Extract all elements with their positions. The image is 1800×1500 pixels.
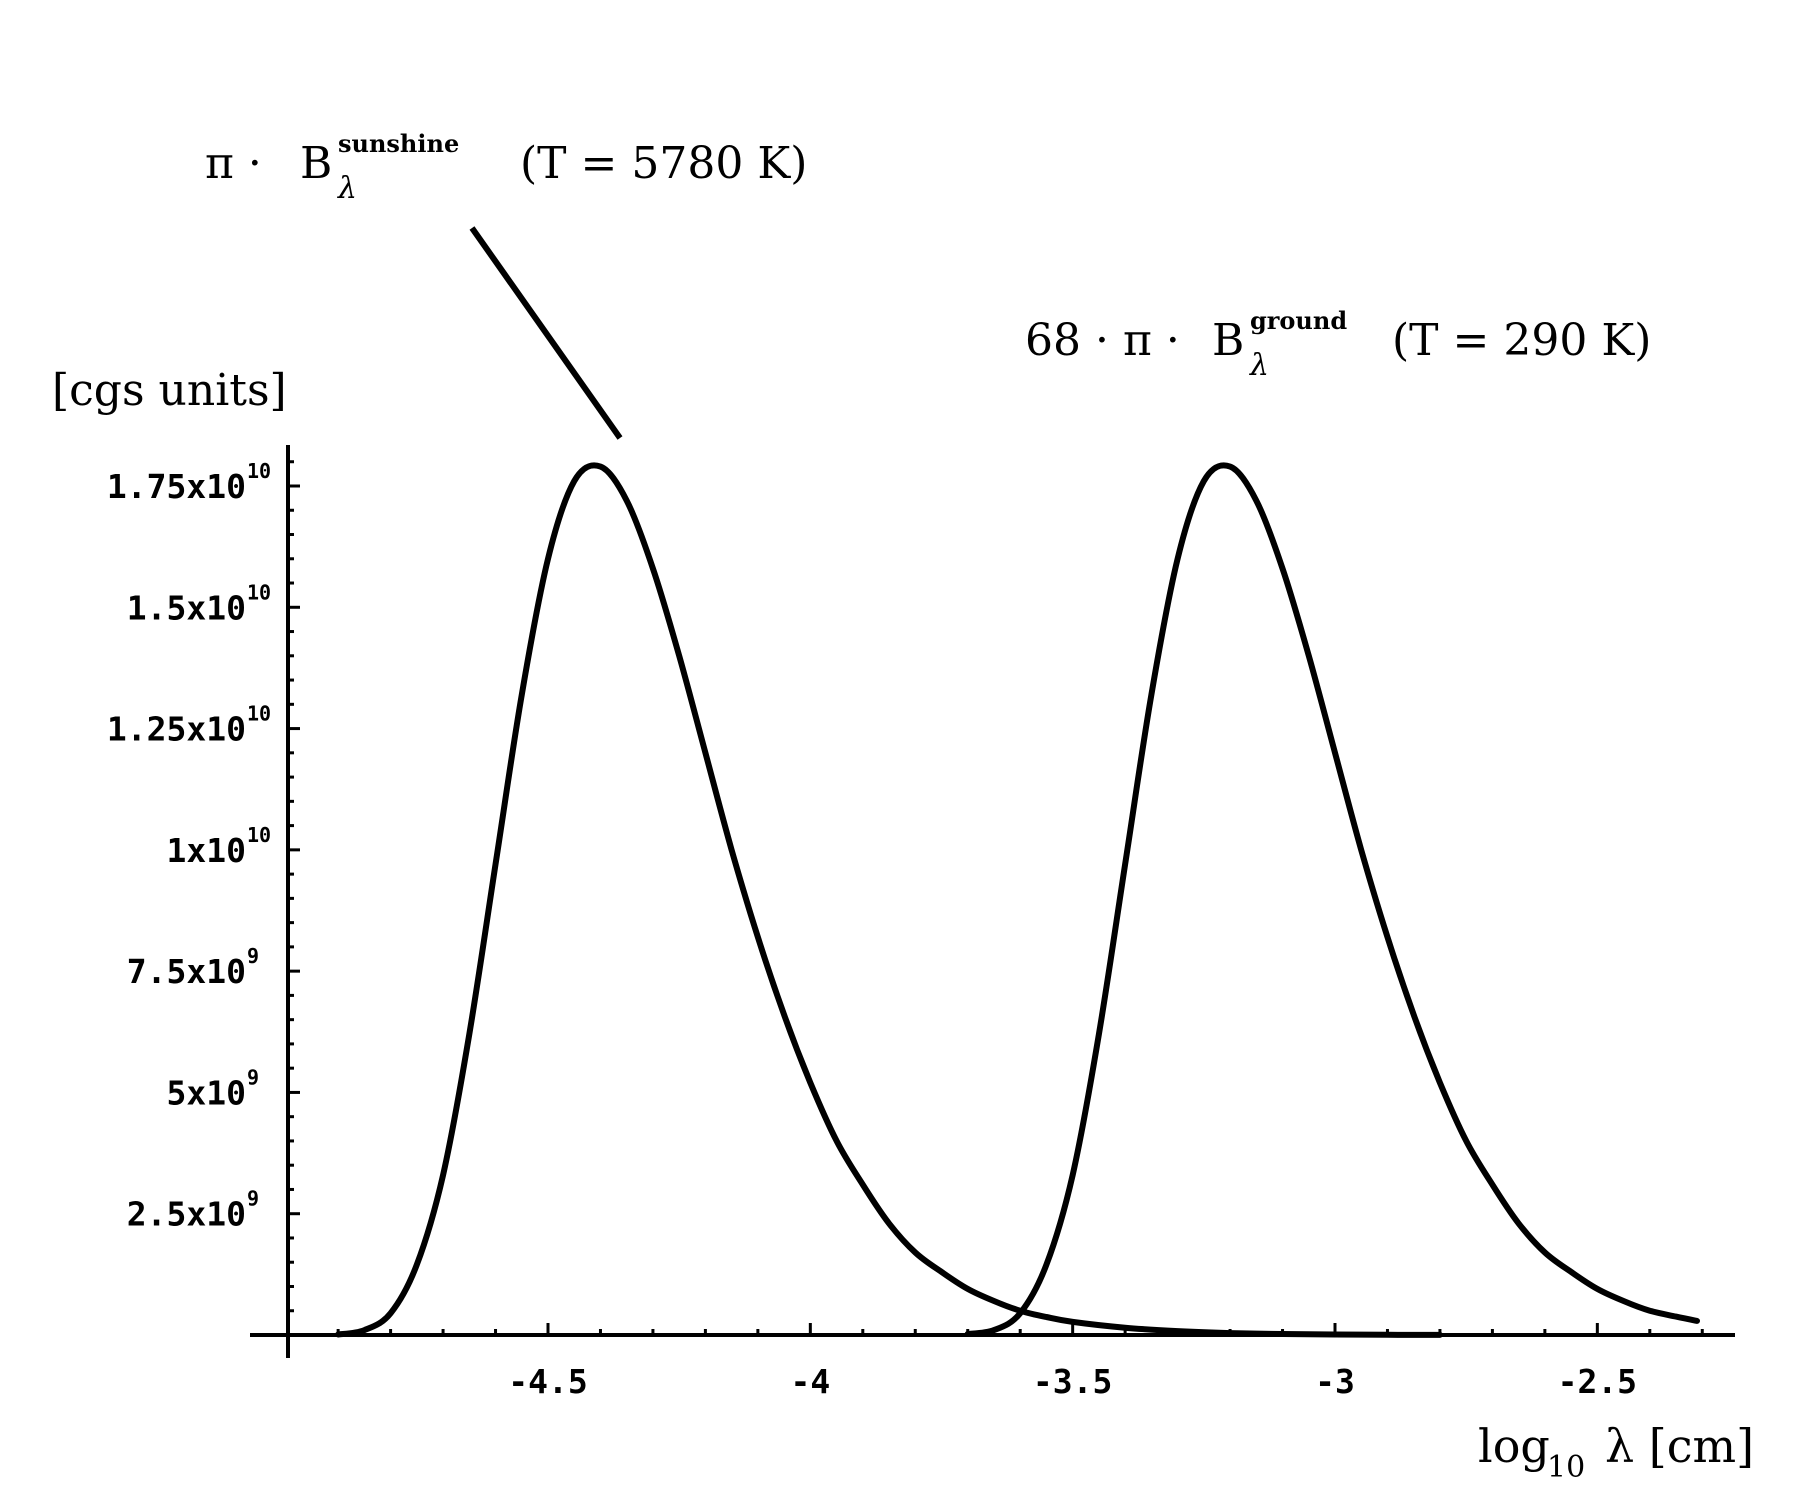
ground-subscript: λ [1249,348,1269,383]
y-tick-label: 1.5x10 10 [127,580,271,627]
ground-B: B [1212,315,1244,366]
sunshine-temperature: (T = 5780 K) [520,138,807,189]
x-tick-label: -4 [790,1362,830,1401]
x-axis-label-rest: λ [cm] [1605,1419,1754,1473]
y-tick-label-base: 1.5x10 [127,588,246,627]
x-tick-label: -2.5 [1558,1362,1637,1401]
y-tick-label: 5x10 9 [167,1065,260,1112]
y-tick-label-exponent: 10 [247,459,271,483]
sunshine-superscript: sunshine [338,129,459,158]
y-tick-label-base: 5x10 [167,1073,246,1112]
sunshine-subscript: λ [337,171,357,206]
sunshine-pointer-line [469,226,623,440]
sunshine-prefix: π · [205,138,262,189]
x-tick-labels: -4.5 -4 -3.5 -3 -2.5 [508,1362,1637,1401]
series-group [335,462,1700,1338]
y-tick-label: 1.25x10 10 [107,702,271,749]
y-tick-label: 1.75x10 10 [107,459,271,506]
ground-superscript: ground [1250,306,1347,335]
x-tick-label: -4.5 [508,1362,587,1401]
ground-prefix: 68 · π · [1025,315,1180,366]
ground-annotation: 68 · π · B ground λ (T = 290 K) [1025,306,1651,383]
y-tick-label-exponent: 9 [247,1065,259,1089]
x-tick-label: -3.5 [1033,1362,1112,1401]
y-tick-label: 7.5x10 9 [127,944,259,991]
y-tick-label-base: 1x10 [167,831,246,870]
y-axis-label: [cgs units] [52,365,287,416]
x-axis-label-sub: 10 [1547,1450,1585,1485]
y-tick-label-base: 1.25x10 [107,710,246,749]
sunshine-annotation: π · B sunshine λ (T = 5780 K) [205,129,807,440]
y-tick-label-exponent: 9 [247,944,259,968]
y-tick-label-base: 1.75x10 [107,467,246,506]
y-tick-label-exponent: 10 [247,823,271,847]
sunshine-B: B [300,138,332,189]
y-ticks [288,460,300,1313]
y-tick-label: 1x10 10 [167,823,272,870]
x-axis-label: log 10 λ [cm] [1478,1419,1754,1485]
y-tick-label-base: 7.5x10 [127,952,246,991]
y-tick-label: 2.5x10 9 [127,1187,259,1234]
y-tick-label-base: 2.5x10 [127,1195,246,1234]
x-axis-label-main: log [1478,1419,1550,1473]
sunshine-curve [335,462,1443,1338]
y-tick-label-exponent: 9 [247,1187,259,1211]
ground-curve [964,462,1700,1337]
x-tick-label: -3 [1315,1362,1355,1401]
y-tick-label-exponent: 10 [247,702,271,726]
y-tick-label-exponent: 10 [247,580,271,604]
x-ticks [336,1323,1704,1335]
ground-temperature: (T = 290 K) [1392,315,1651,366]
